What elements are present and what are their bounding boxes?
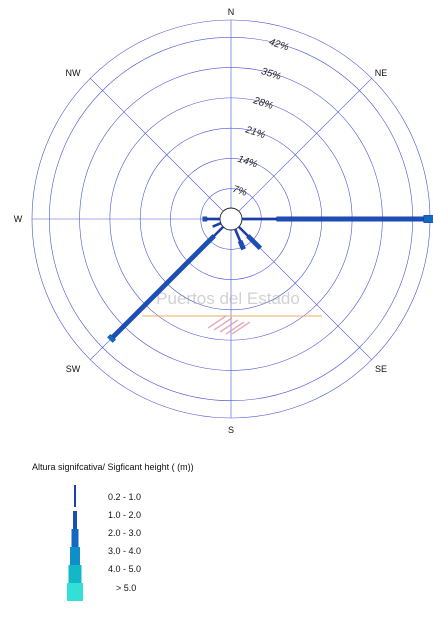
ring-label-7: 7% <box>231 184 248 199</box>
direction-label-s: S <box>228 425 234 435</box>
direction-label-se: SE <box>375 364 387 374</box>
petal-sw-1 <box>212 225 225 238</box>
petal-e-2 <box>276 216 424 222</box>
petal-sse-1 <box>233 228 242 242</box>
legend-label-1: 0.2 - 1.0 <box>108 492 142 502</box>
watermark-text: Puertos del Estado <box>156 289 300 308</box>
legend-title: Altura signifcativa/ Sigficant height ( … <box>32 462 194 472</box>
legend-swatch-6 <box>67 583 83 601</box>
legend-swatch-1 <box>74 485 76 507</box>
wind-petals <box>107 215 433 343</box>
petal-se-1 <box>237 225 250 238</box>
petal-w-2 <box>202 216 208 222</box>
ring-label-14: 14% <box>236 154 259 171</box>
ring-label-42: 42% <box>268 37 291 54</box>
legend-label-3: 2.0 - 3.0 <box>108 528 142 538</box>
petal-sw-3 <box>107 333 117 343</box>
watermark-logo <box>207 315 251 335</box>
legend-swatches <box>67 485 83 601</box>
direction-label-w: W <box>14 214 23 224</box>
spoke-ne <box>230 78 372 220</box>
petal-wsw-1 <box>212 221 222 228</box>
direction-label-nw: NW <box>66 68 81 78</box>
direction-label-ne: NE <box>375 68 388 78</box>
ring-label-35: 35% <box>260 66 283 83</box>
direction-label-n: N <box>228 7 235 17</box>
spoke-nw <box>90 78 232 220</box>
petal-e-1 <box>241 217 277 221</box>
legend-label-4: 3.0 - 4.0 <box>108 546 142 556</box>
legend-swatch-5 <box>68 565 82 583</box>
legend-label-5: 4.0 - 5.0 <box>108 564 142 574</box>
ring-label-21: 21% <box>243 124 266 141</box>
legend-swatch-2 <box>73 511 77 529</box>
legend-label-6: > 5.0 <box>116 583 137 593</box>
petal-w-1 <box>206 217 221 221</box>
legend-swatch-4 <box>70 547 80 565</box>
petal-e-3 <box>423 215 433 223</box>
wind-rose-chart: Puertos del Estado 7% 14% 21% 28% 35% 42% N NE S… <box>14 7 433 435</box>
legend-label-2: 1.0 - 2.0 <box>108 510 142 520</box>
ring-label-28: 28% <box>251 95 274 112</box>
petal-sse-2 <box>237 240 246 251</box>
petal-se-2 <box>246 234 263 251</box>
direction-label-sw: SW <box>66 364 81 374</box>
petal-sw-2 <box>111 234 216 339</box>
watermark: Puertos del Estado <box>142 289 322 335</box>
legend-swatch-3 <box>71 529 79 547</box>
